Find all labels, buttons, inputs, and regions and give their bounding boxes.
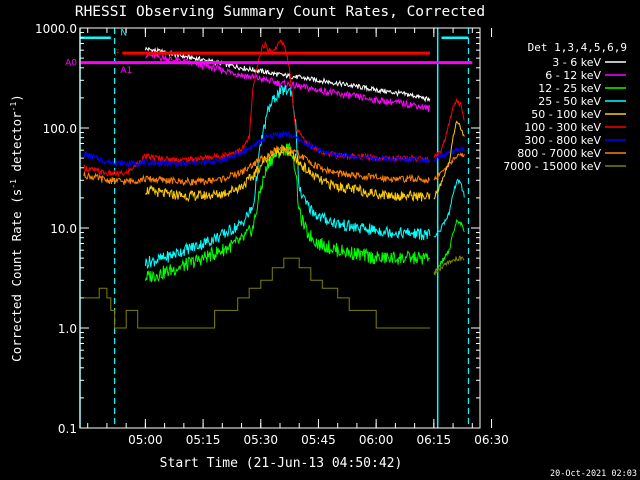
y-tick-label: 100.0 — [43, 122, 77, 136]
x-tick-label: 06:15 — [417, 433, 452, 447]
series-line — [144, 84, 431, 270]
series-line-post-eclipse — [433, 98, 465, 158]
series-line — [83, 39, 430, 178]
y-tick-label: 0.1 — [58, 422, 77, 436]
series-line-post-eclipse — [433, 218, 465, 275]
x-tick-label: 05:00 — [128, 433, 163, 447]
series-line — [144, 142, 431, 283]
series-line — [83, 145, 430, 187]
flag-label: F — [114, 49, 119, 59]
x-tick-label: 05:30 — [243, 433, 278, 447]
y-axis-label: Corrected Count Rate (s-1 detector-1) — [9, 94, 24, 362]
axes: 1000.0 100.0 10.0 1.0 0.1 05:00 05:15 05:30 05:4… — [35, 22, 509, 447]
series-line-post-eclipse — [433, 178, 465, 238]
flag-label: A0 — [65, 59, 77, 69]
series-line — [144, 46, 431, 103]
x-tick-label: 06:30 — [474, 433, 509, 447]
y-axis-label-sup1: -1 — [9, 179, 18, 189]
y-tick-label: 1.0 — [58, 322, 77, 336]
legend-entry-label: 3 - 6 keV — [552, 56, 601, 69]
plot-area: F A0 N A1 — [65, 28, 473, 428]
legend-entry-label: 25 - 50 keV — [538, 95, 601, 108]
y-axis-label-end: ) — [9, 94, 24, 102]
legend-title: Det 1,3,4,5,6,9 — [528, 41, 627, 54]
legend-entry-label: 7000 - 15000 keV — [503, 160, 601, 173]
y-axis-label-mid: detector — [9, 111, 24, 179]
series-line — [145, 146, 431, 203]
legend-entry-label: 6 - 12 keV — [545, 69, 601, 82]
flag-label: A1 — [120, 66, 132, 76]
legend-entry-label: 50 - 100 keV — [531, 108, 601, 121]
legend-entry-label: 800 - 7000 keV — [517, 147, 601, 160]
y-tick-label: 1000.0 — [35, 22, 77, 36]
legend-entry-label: 12 - 25 keV — [538, 82, 601, 95]
x-tick-label: 05:15 — [186, 433, 221, 447]
series-line — [83, 257, 430, 329]
y-axis-label-sup2: -1 — [9, 102, 18, 112]
series-line-post-eclipse — [433, 120, 465, 200]
y-axis-label-main: Corrected Count Rate (s — [9, 189, 24, 362]
series-line-post-eclipse — [433, 145, 465, 162]
series-line-post-eclipse — [433, 255, 465, 276]
chart-title: RHESSI Observing Summary Count Rates, Co… — [75, 4, 485, 20]
legend-entry-label: 300 - 800 keV — [524, 134, 601, 147]
flag-label: N — [120, 29, 127, 39]
x-tick-label: 05:45 — [301, 433, 336, 447]
series-line — [83, 131, 430, 168]
legend-entry-label: 100 - 300 keV — [524, 121, 601, 134]
footer-timestamp: 20-Oct-2021 02:03 — [550, 469, 637, 479]
x-tick-label: 06:00 — [359, 433, 394, 447]
y-tick-label: 10.0 — [50, 222, 77, 236]
x-axis-label: Start Time (21-Jun-13 04:50:42) — [160, 456, 403, 471]
